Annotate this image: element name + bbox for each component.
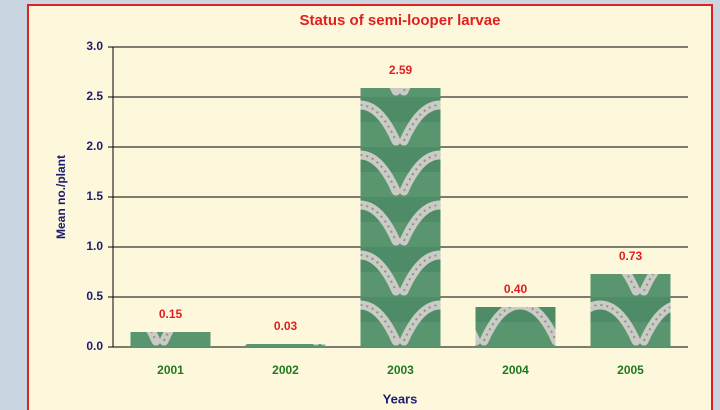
- y-tick-label: 0.0: [86, 339, 103, 353]
- bar: [246, 344, 326, 347]
- x-tick-label: 2005: [617, 363, 644, 377]
- x-tick-label: 2002: [272, 363, 299, 377]
- y-tick-label: 1.5: [86, 189, 103, 203]
- data-label: 0.15: [159, 307, 183, 321]
- bar: [131, 332, 211, 347]
- bar: [361, 88, 441, 347]
- data-label: 2.59: [389, 63, 413, 77]
- data-label: 0.40: [504, 282, 528, 296]
- x-axis-label: Years: [383, 391, 418, 406]
- y-tick-label: 2.5: [86, 89, 103, 103]
- y-tick-label: 3.0: [86, 39, 103, 53]
- x-tick-label: 2001: [157, 363, 184, 377]
- chart-title: Status of semi-looper larvae: [300, 12, 501, 29]
- y-tick-label: 0.5: [86, 289, 103, 303]
- page: Status of semi-looper larvae Mean no./pl…: [0, 0, 720, 410]
- data-label: 0.03: [274, 319, 298, 333]
- y-axis-label: Mean no./plant: [54, 155, 68, 239]
- x-tick-label: 2004: [502, 363, 529, 377]
- x-tick-label: 2003: [387, 363, 414, 377]
- chart: Status of semi-looper larvae Mean no./pl…: [0, 0, 720, 410]
- y-tick-label: 2.0: [86, 139, 103, 153]
- bar: [591, 274, 671, 347]
- data-label: 0.73: [619, 249, 643, 263]
- bar: [476, 307, 556, 347]
- y-tick-label: 1.0: [86, 239, 103, 253]
